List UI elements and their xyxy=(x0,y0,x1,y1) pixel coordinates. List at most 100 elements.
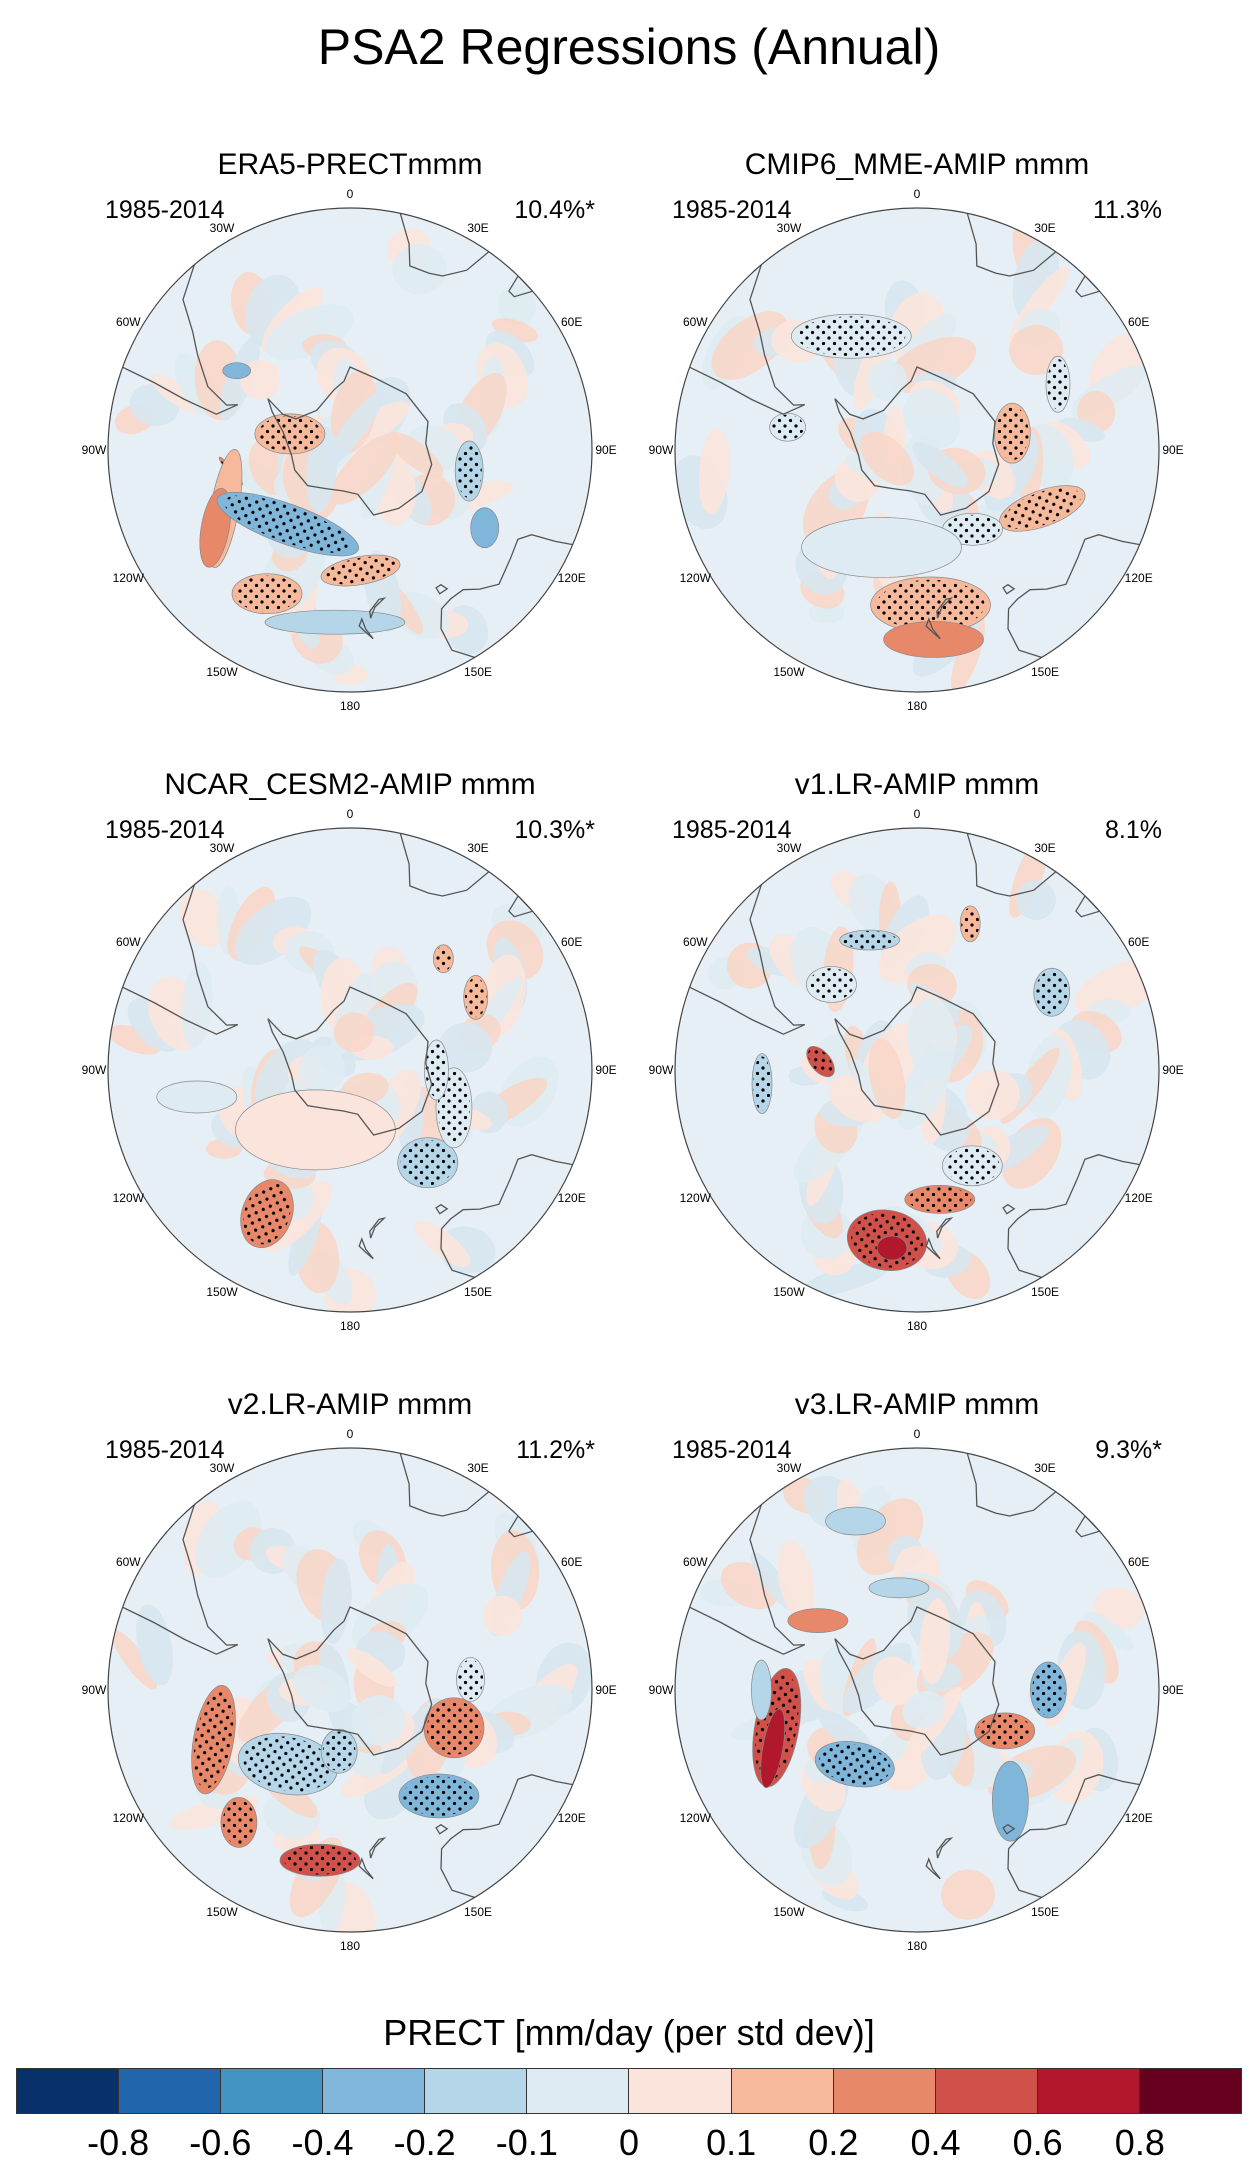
colorbar-swatch xyxy=(1037,2069,1140,2113)
significance-stipple xyxy=(456,444,482,499)
significance-stipple xyxy=(426,1700,481,1755)
anomaly-patch xyxy=(330,433,400,505)
longitude-label: 60W xyxy=(115,1555,141,1569)
significance-stipple xyxy=(222,1799,256,1845)
map-boundary xyxy=(107,1447,593,1933)
longitude-label: 120E xyxy=(557,571,586,585)
significance-stipple xyxy=(1032,1664,1065,1716)
panel-period: 1985-2014 xyxy=(105,816,225,844)
significance-stipple xyxy=(243,1736,333,1792)
coastline xyxy=(399,1453,490,1517)
polar-map xyxy=(674,207,1160,693)
significance-stipple xyxy=(1035,970,1068,1014)
colorbar-swatch xyxy=(527,2069,630,2113)
coastline xyxy=(358,1237,374,1260)
significance-stipple xyxy=(193,1690,234,1789)
coastline xyxy=(267,1606,433,1756)
longitude-label: 180 xyxy=(339,1319,361,1333)
coastline xyxy=(440,1774,573,1899)
coastline xyxy=(834,366,1000,516)
map-panel-v2-lr: v2.LR-AMIP mmm 1985-2014 11.2%* 0 30E 60E 9… xyxy=(50,1388,650,1953)
significance-stipple xyxy=(977,1714,1032,1748)
anomaly-region xyxy=(868,1577,930,1599)
anomaly-patch xyxy=(333,1012,374,1053)
significance-stipple xyxy=(771,414,804,440)
panel-variance: 10.4%* xyxy=(514,196,595,224)
longitude-label: 0 xyxy=(913,187,921,201)
anomaly-patch xyxy=(903,388,961,449)
coastline xyxy=(267,986,433,1136)
colorbar-tick-label: -0.4 xyxy=(291,2122,354,2163)
coastline xyxy=(936,597,954,619)
coastline xyxy=(1002,583,1016,595)
longitude-label: 0 xyxy=(346,1427,354,1441)
coastline xyxy=(1007,1154,1140,1279)
panel-title: v3.LR-AMIP mmm xyxy=(794,1388,1040,1421)
panel-variance: 11.2%* xyxy=(516,1436,595,1464)
anomaly-patch xyxy=(912,442,968,489)
map-panel-cmip6-mme: CMIP6_MME-AMIP mmm 1985-2014 11.3% 0 30E 6… xyxy=(617,148,1217,713)
longitude-label: 120E xyxy=(1124,1191,1153,1205)
anomaly-region xyxy=(876,1235,908,1261)
anomaly-patch xyxy=(414,1221,471,1267)
coastline xyxy=(435,1823,449,1835)
polar-map xyxy=(107,207,593,693)
panel-variance: 11.3% xyxy=(1092,196,1162,224)
coastline xyxy=(435,583,449,595)
longitude-label: 150W xyxy=(206,1904,238,1919)
map-boundary xyxy=(107,207,593,693)
longitude-label: 180 xyxy=(339,699,361,713)
map-boundary xyxy=(107,827,593,1313)
longitude-label: 30W xyxy=(209,221,235,236)
longitude-label: 30E xyxy=(467,841,489,856)
coastline xyxy=(689,884,806,1035)
significance-stipple xyxy=(434,946,453,972)
longitude-label: 180 xyxy=(906,1939,928,1953)
anomaly-patch xyxy=(324,391,384,468)
longitude-label: 90E xyxy=(595,443,617,457)
anomaly-patch xyxy=(351,1695,406,1746)
significance-stipple xyxy=(402,1776,475,1816)
coastline xyxy=(435,1203,449,1215)
longitude-label: 0 xyxy=(913,807,921,821)
significance-stipple xyxy=(753,1056,772,1111)
longitude-label: 120W xyxy=(679,1191,711,1205)
longitude-label: 150E xyxy=(463,1904,493,1919)
anomaly-patch xyxy=(482,1595,523,1636)
coastline xyxy=(399,213,490,277)
coastline xyxy=(1007,534,1140,659)
significance-stipple xyxy=(908,1186,972,1212)
anomaly-patch xyxy=(111,1629,157,1690)
colorbar-tick-label: 0.2 xyxy=(808,2122,859,2163)
longitude-label: 120W xyxy=(112,571,144,585)
map-panel-era5: ERA5-PRECTmmm 1985-2014 10.4%* 0 30E 60E 90… xyxy=(50,148,650,713)
anomaly-region xyxy=(801,517,962,578)
coastline xyxy=(834,986,1000,1136)
colorbar-swatch xyxy=(221,2069,324,2113)
significance-stipple xyxy=(283,1845,356,1875)
longitude-label: 120W xyxy=(112,1811,144,1825)
colorbar xyxy=(16,2068,1242,2114)
significance-stipple xyxy=(243,1183,291,1245)
anomaly-patch xyxy=(860,431,915,486)
anomaly-patch xyxy=(902,1690,945,1729)
significance-stipple xyxy=(808,968,854,1001)
longitude-label: 60E xyxy=(561,1555,583,1569)
anomaly-patch xyxy=(293,1664,352,1713)
colorbar-swatch xyxy=(323,2069,426,2113)
colorbar-tick-label: -0.2 xyxy=(393,2122,456,2163)
longitude-label: 120E xyxy=(557,1191,586,1205)
coastline xyxy=(1002,1823,1016,1835)
polar-map xyxy=(107,827,593,1313)
significance-stipple xyxy=(235,575,299,612)
anomaly-region xyxy=(235,1089,396,1171)
coastline xyxy=(267,366,433,516)
longitude-label: 90W xyxy=(648,1063,674,1077)
longitude-label: 150W xyxy=(773,1904,805,1919)
significance-stipple xyxy=(945,1147,1000,1184)
coastline xyxy=(925,1237,941,1260)
panel-variance: 10.3%* xyxy=(514,816,595,844)
colorbar-tick-label: 0.6 xyxy=(1012,2122,1063,2163)
colorbar-swatch xyxy=(17,2069,120,2113)
anomaly-region xyxy=(470,507,500,549)
